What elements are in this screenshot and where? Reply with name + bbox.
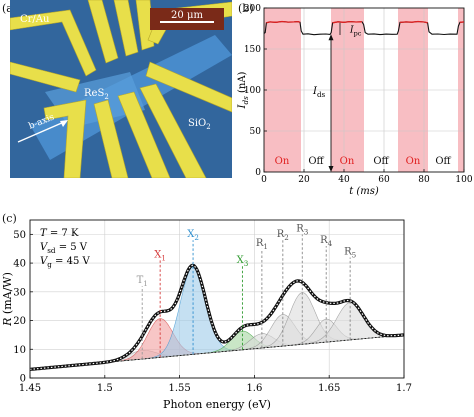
y-tick-label-2: 100 bbox=[244, 86, 261, 96]
ipc-annotation: Ipc bbox=[349, 26, 362, 38]
peak-label-x1: X1 bbox=[154, 249, 166, 262]
off-label-2: Off bbox=[435, 156, 451, 167]
x-tick-label-0: 0 bbox=[261, 175, 267, 185]
condition-0: T = 7 K bbox=[40, 228, 79, 239]
x-tick-label-1: 20 bbox=[298, 175, 310, 185]
metal-contacts bbox=[10, 0, 232, 178]
x-axis-label: Photon energy (eV) bbox=[163, 398, 271, 411]
peak-label-r3: R3 bbox=[296, 223, 309, 236]
chart-responsivity-spectrum: T1 X1 X2 X3 R1 R2 R3 R4 R5 1.45 1.5 1.55 1.6 1.65 1.7 0… bbox=[1, 219, 412, 411]
series-line-on-0 bbox=[266, 20, 301, 24]
off-label-0: Off bbox=[308, 156, 324, 167]
ids-annotation: Ids bbox=[312, 86, 326, 99]
ids-arrowhead-bottom bbox=[328, 166, 334, 172]
x-tick-label-0: 1.45 bbox=[19, 383, 41, 394]
background-line bbox=[29, 334, 405, 370]
on-label-0: On bbox=[275, 156, 290, 167]
peak-label-r2: R2 bbox=[277, 229, 289, 242]
condition-2: Vg = 45 V bbox=[40, 256, 90, 269]
panel-label-b: (b) bbox=[238, 2, 254, 15]
x-tick-label-4: 80 bbox=[418, 175, 430, 185]
plot-frame bbox=[29, 219, 405, 379]
x-tick-label-5: 1.7 bbox=[396, 383, 412, 394]
y-tick-label-4: 200 bbox=[244, 4, 261, 14]
peak-label-x3: X3 bbox=[237, 255, 249, 268]
contact-label: Cr/Au bbox=[20, 14, 50, 25]
off-label-1: Off bbox=[373, 156, 389, 167]
series-line-on-2 bbox=[399, 20, 428, 24]
ids-arrowhead-top bbox=[328, 34, 334, 41]
y-tick-label-3: 30 bbox=[13, 287, 26, 298]
b-axis-arrow bbox=[17, 121, 65, 143]
peak-label-r5: R5 bbox=[344, 246, 357, 259]
y-tick-label-4: 40 bbox=[13, 259, 26, 270]
x-tick-label-3: 1.6 bbox=[246, 383, 262, 394]
x-axis-label: t (ms) bbox=[349, 186, 379, 197]
x-tick-label-3: 60 bbox=[378, 175, 390, 185]
optical-micrograph: 20 μm Cr/Au ReS2 SiO2 b-axis bbox=[10, 0, 232, 178]
b-axis-arrowhead bbox=[60, 120, 68, 127]
peak-label-r4: R4 bbox=[320, 235, 333, 248]
peak-label-r1: R1 bbox=[256, 238, 268, 251]
x-tick-label-4: 1.65 bbox=[318, 383, 340, 394]
peak-label-t1: T1 bbox=[137, 275, 148, 288]
y-tick-label-1: 50 bbox=[250, 127, 262, 137]
chart-photocurrent-time: 0 20 40 60 80 100 0 50 100 150 200 On On On Off Off Off I… bbox=[237, 4, 473, 197]
x-tick-label-1: 1.5 bbox=[97, 383, 113, 394]
measured-response-line bbox=[29, 263, 405, 371]
on-label-1: On bbox=[340, 156, 355, 167]
panel-label-c: (c) bbox=[2, 212, 17, 225]
y-tick-label-0: 0 bbox=[20, 374, 26, 385]
flake-label: ReS2 bbox=[84, 88, 109, 101]
x-tick-label-2: 1.55 bbox=[168, 383, 190, 394]
condition-1: Vsd = 5 V bbox=[40, 242, 88, 255]
substrate-label: SiO2 bbox=[188, 118, 211, 131]
y-axis-label: R (mA/W) bbox=[1, 272, 14, 327]
y-tick-label-0: 0 bbox=[255, 168, 261, 178]
peak-label-x2: X2 bbox=[187, 229, 199, 242]
y-tick-label-3: 150 bbox=[244, 45, 261, 55]
scale-bar-label: 20 μm bbox=[171, 10, 203, 21]
on-label-2: On bbox=[406, 156, 421, 167]
x-tick-label-5: 100 bbox=[455, 175, 472, 185]
y-tick-label-2: 20 bbox=[13, 316, 26, 327]
x-tick-label-2: 40 bbox=[338, 175, 350, 185]
y-tick-label-5: 50 bbox=[13, 230, 26, 241]
scale-bar-box bbox=[150, 8, 224, 30]
y-tick-label-1: 10 bbox=[13, 345, 26, 356]
series-line-on-1 bbox=[332, 20, 363, 24]
y-axis-label: Ids (nA) bbox=[237, 71, 250, 109]
